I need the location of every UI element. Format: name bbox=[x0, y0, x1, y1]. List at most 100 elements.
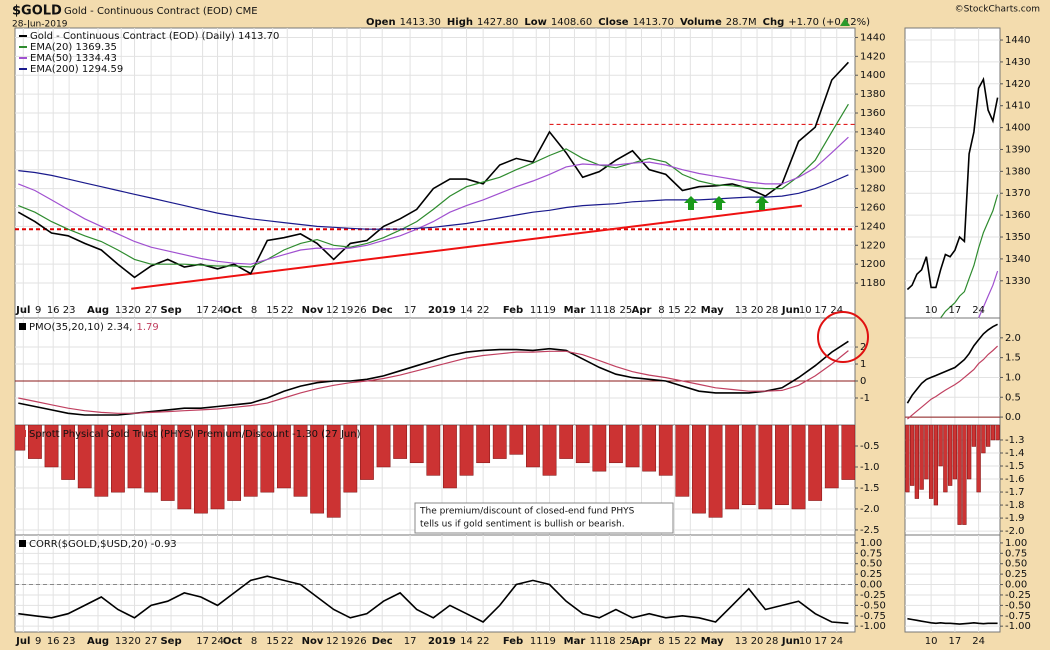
y-tick-label: 0 bbox=[860, 376, 866, 387]
panel-group: 1.000.750.500.250.00-0.25-0.50-0.75-1.00… bbox=[14, 534, 886, 633]
panel-title-text: CORR($GOLD,$USD,20) -0.93 bbox=[29, 539, 177, 550]
y-tick-label: 1420 bbox=[860, 51, 885, 62]
bar bbox=[919, 425, 924, 490]
x-tick-label: Dec bbox=[372, 636, 393, 647]
y-tick-label: -0.75 bbox=[1005, 611, 1031, 622]
bar bbox=[542, 425, 557, 476]
x-tick-label: Aug bbox=[87, 305, 109, 316]
bar bbox=[310, 425, 325, 514]
bar bbox=[775, 425, 789, 506]
x-tick-label: 20 bbox=[128, 305, 141, 316]
panel-group: 2 1 0 -1 PMO(35,20,10) 2.34, 1.79 bbox=[14, 317, 870, 426]
x-tick-label: Jul bbox=[15, 305, 30, 316]
bar bbox=[575, 425, 590, 464]
bar bbox=[260, 425, 275, 493]
series-line bbox=[18, 103, 849, 268]
legend-entry: EMA(20) 1369.35 bbox=[30, 42, 117, 53]
x-tick-label: 24 bbox=[211, 305, 224, 316]
bar bbox=[708, 425, 723, 518]
x-tick-label: 12 bbox=[326, 636, 339, 647]
y-tick-label: -1.0 bbox=[860, 462, 880, 473]
x-tick-label: 19 bbox=[543, 636, 556, 647]
y-tick-label: -0.5 bbox=[860, 441, 880, 452]
panel-group: 2.0 1.5 1.0 0.5 0.0 bbox=[904, 317, 1021, 426]
x-tick-label: 15 bbox=[668, 305, 681, 316]
plot-area bbox=[905, 28, 1000, 318]
panel-title: Sprott Physical Gold Trust (PHYS) Premiu… bbox=[29, 429, 361, 440]
bar bbox=[409, 425, 424, 464]
y-tick-label: 1260 bbox=[860, 202, 885, 213]
x-tick-label: Oct bbox=[223, 636, 242, 647]
x-tick-label: 20 bbox=[128, 636, 141, 647]
x-tick-label: 22 bbox=[281, 305, 294, 316]
panel-title-text: PMO(35,20,10) 2.34, bbox=[29, 322, 133, 333]
x-tick-label: Jul bbox=[15, 636, 30, 647]
quote-label: Low bbox=[524, 17, 546, 28]
series-line bbox=[18, 350, 849, 414]
x-tick-label: 2019 bbox=[428, 636, 456, 647]
x-tick-label: 13 bbox=[735, 305, 748, 316]
y-tick-label: 1180 bbox=[860, 278, 885, 289]
bar bbox=[976, 425, 981, 493]
x-tick-label: 8 bbox=[251, 636, 257, 647]
bar bbox=[592, 425, 607, 472]
y-tick-label: 1400 bbox=[860, 70, 885, 81]
x-tick-label: 16 bbox=[47, 305, 60, 316]
x-tick-label: 19 bbox=[341, 305, 354, 316]
bar bbox=[741, 425, 756, 506]
y-tick-label: 1340 bbox=[860, 127, 885, 138]
plot-area bbox=[905, 535, 1000, 632]
y-tick-label: 1.00 bbox=[1005, 538, 1027, 549]
x-tick-label: 20 bbox=[751, 305, 764, 316]
bar bbox=[966, 425, 972, 480]
bar bbox=[962, 425, 967, 525]
trend-line bbox=[131, 204, 803, 290]
panel bbox=[904, 27, 1001, 319]
x-tick-label: 11 bbox=[590, 305, 603, 316]
y-tick-label: 1300 bbox=[860, 165, 885, 176]
y-tick-label: 1.00 bbox=[860, 538, 882, 549]
x-tick-label: 22 bbox=[281, 636, 294, 647]
panel-group: -1.3 -1.4 -1.5 -1.6 -1.7 -1.8 -1.9 -2.0 bbox=[904, 424, 1025, 537]
bar bbox=[952, 425, 958, 480]
bar bbox=[326, 425, 341, 518]
x-tick-label: 17 bbox=[404, 636, 417, 647]
y-tick-label: 1400 bbox=[1005, 123, 1030, 134]
y-tick-label: -0.25 bbox=[860, 590, 886, 601]
bar bbox=[938, 425, 943, 467]
y-tick-label: 2 bbox=[860, 342, 866, 353]
x-tick-label: Sep bbox=[160, 636, 181, 647]
title-swatch bbox=[19, 323, 26, 330]
bar bbox=[692, 425, 706, 514]
series-line bbox=[977, 270, 999, 318]
x-tick-label: 10 bbox=[925, 305, 938, 316]
series-line bbox=[18, 340, 849, 416]
bar bbox=[210, 425, 225, 510]
quote-value: 1413.70 bbox=[633, 17, 674, 28]
annotation-line: tells us if gold sentiment is bullish or… bbox=[420, 520, 625, 530]
bar bbox=[526, 425, 540, 468]
y-tick-label: 1360 bbox=[1005, 210, 1030, 221]
x-tick-label: Feb bbox=[503, 305, 523, 316]
plot-area bbox=[15, 28, 855, 318]
panel bbox=[14, 27, 856, 319]
x-tick-label: May bbox=[701, 636, 724, 647]
x-tick-label: 25 bbox=[620, 305, 633, 316]
x-tick-label: 14 bbox=[460, 636, 473, 647]
panel-group: 1.000.750.500.250.00-0.25-0.50-0.75-1.00 bbox=[904, 534, 1031, 633]
y-tick-label: 1380 bbox=[1005, 166, 1030, 177]
series-line bbox=[18, 575, 849, 625]
bar bbox=[376, 425, 391, 468]
x-tick-label: 24 bbox=[211, 636, 224, 647]
legend-entry: EMA(50) 1334.43 bbox=[30, 53, 117, 64]
x-tick-label: 20 bbox=[751, 636, 764, 647]
plot-area bbox=[15, 318, 855, 425]
plot-area bbox=[905, 318, 1000, 425]
y-tick-label: -1.6 bbox=[1005, 474, 1025, 485]
y-tick-label: 0.50 bbox=[1005, 559, 1027, 570]
y-tick-label: 1280 bbox=[860, 184, 885, 195]
bar bbox=[15, 425, 26, 451]
bar bbox=[924, 425, 929, 480]
bar bbox=[343, 425, 358, 493]
